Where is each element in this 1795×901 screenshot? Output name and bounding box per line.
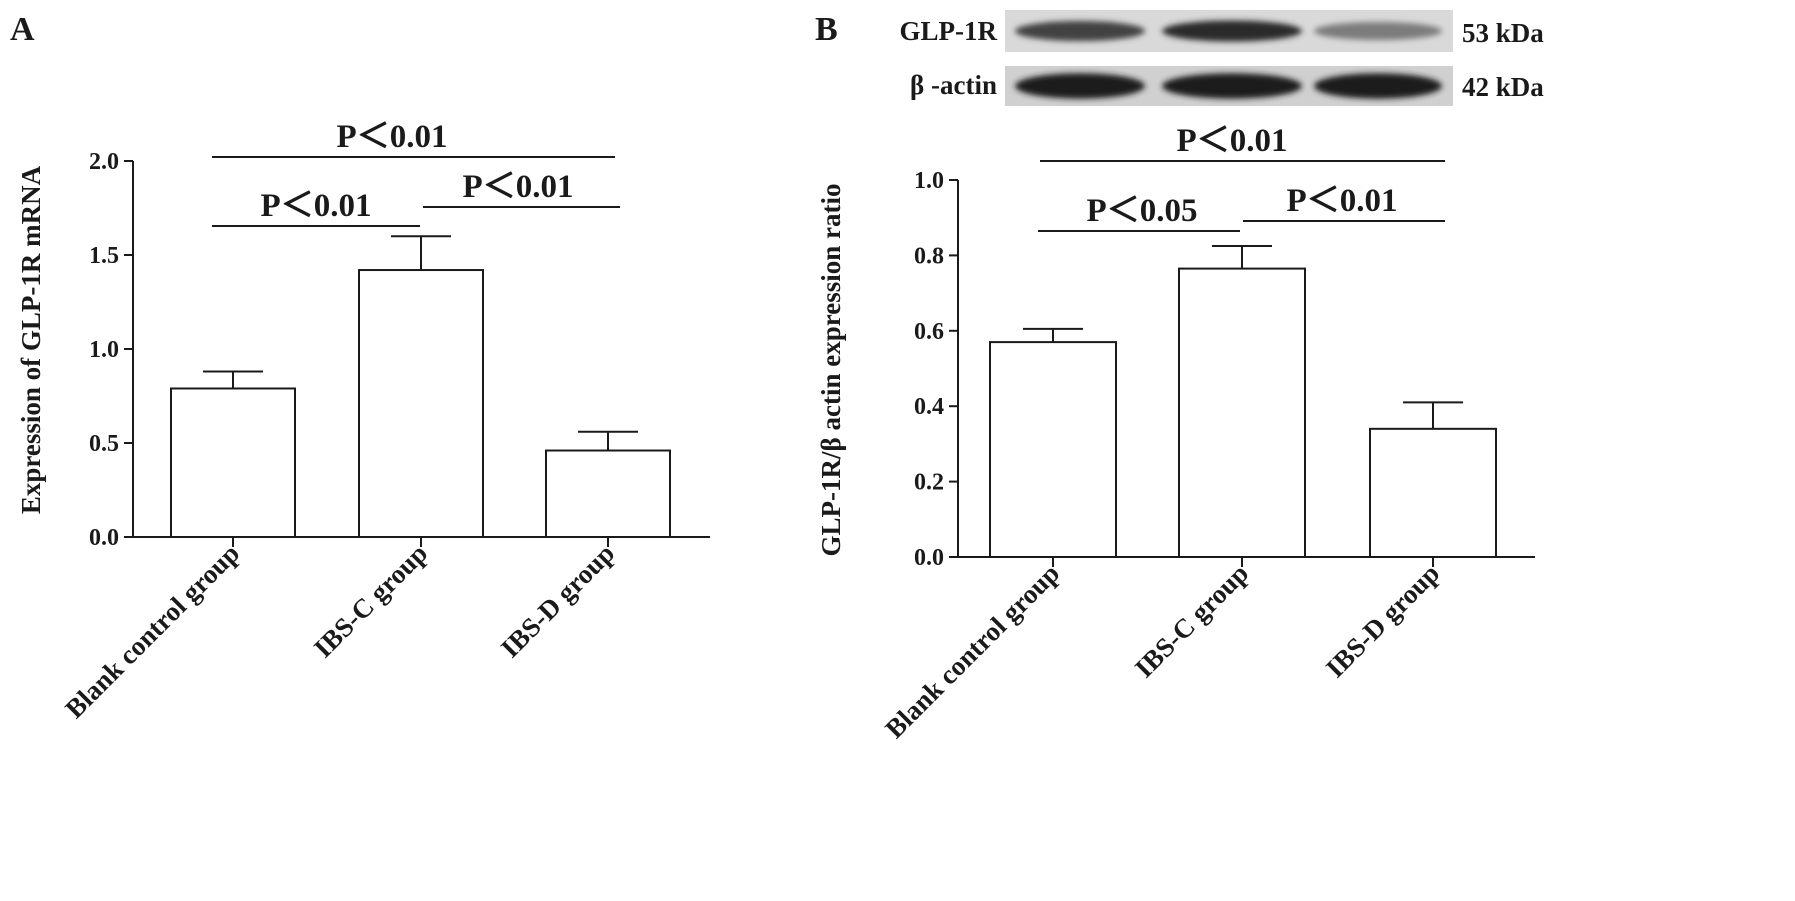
bar (545, 449, 671, 538)
blot-bands (1015, 20, 1442, 99)
panel-b: B GLP-1R β -actin 53 kDa 42 kDa GLP-1R/β… (815, 10, 1544, 744)
category-label: IBS-D group (495, 538, 620, 663)
blot-size-glp1r: 53 kDa (1462, 18, 1544, 48)
y-tick-label: 0.0 (89, 525, 119, 551)
y-tick-label: 1.0 (89, 337, 119, 363)
category-label: Blank control group (879, 558, 1065, 744)
p-value-label: P＜0.01 (337, 119, 448, 155)
blot-band (1015, 73, 1145, 99)
blot-band (1314, 73, 1442, 99)
panel-b-comparisons: P＜0.05 P＜0.01 P＜0.01 (1038, 123, 1445, 232)
panel-a-y-axis-label: Expression of GLP-1R mRNA (16, 165, 46, 514)
panel-a: A Expression of GLP-1R mRNA 0.0 0.5 1.0 1.5… (10, 11, 710, 724)
blot-band (1015, 20, 1145, 42)
panel-b-axes (957, 180, 1535, 567)
category-label: IBS-C group (1129, 558, 1254, 683)
y-tick-label: 0.4 (914, 394, 944, 420)
panel-b-bars (989, 267, 1497, 558)
panel-a-y-ticks: 0.0 0.5 1.0 1.5 2.0 (89, 149, 133, 551)
p-value-label: P＜0.01 (463, 169, 574, 205)
y-tick-label: 0.5 (89, 431, 119, 457)
y-tick-label: 1.0 (914, 168, 944, 194)
panel-b-error-bars (1023, 244, 1463, 429)
panel-b-category-labels: Blank control group IBS-C group IBS-D grou… (879, 558, 1445, 744)
blot-band (1162, 20, 1302, 42)
panel-b-y-axis-label: GLP-1R/β actin expression ratio (816, 184, 846, 557)
y-tick-label: 0.0 (914, 545, 944, 571)
blot-size-actin: 42 kDa (1462, 72, 1544, 102)
y-tick-label: 0.2 (914, 470, 944, 496)
y-tick-label: 0.6 (914, 319, 944, 345)
bar (1369, 427, 1497, 558)
p-value-label: P＜0.01 (261, 188, 372, 224)
panel-b-letter: B (815, 11, 838, 48)
p-value-label: P＜0.05 (1087, 193, 1198, 229)
panel-a-category-labels: Blank control group IBS-C group IBS-D grou… (59, 538, 620, 724)
category-label: IBS-C group (308, 538, 433, 663)
p-value-label: P＜0.01 (1287, 183, 1398, 219)
panel-a-bars (170, 269, 671, 539)
bar (989, 341, 1117, 558)
bar (170, 387, 296, 539)
blot-band (1314, 21, 1442, 41)
panel-a-axes (132, 161, 710, 547)
panel-b-y-ticks: 0.0 0.2 0.4 0.6 0.8 1.0 (914, 168, 958, 571)
blot-label-glp1r: GLP-1R (900, 16, 998, 46)
y-tick-label: 1.5 (89, 243, 119, 269)
bar (358, 269, 484, 538)
p-value-label: P＜0.01 (1177, 123, 1288, 159)
panel-a-letter: A (10, 11, 35, 48)
bar (1178, 267, 1306, 558)
category-label: Blank control group (59, 538, 245, 724)
panel-a-comparisons: P＜0.01 P＜0.01 P＜0.01 (212, 119, 620, 227)
y-tick-label: 0.8 (914, 243, 944, 269)
category-label: IBS-D group (1320, 558, 1445, 683)
blot-label-actin: β -actin (910, 70, 997, 100)
y-tick-label: 2.0 (89, 149, 119, 175)
western-blot: GLP-1R β -actin 53 kDa 42 kDa (900, 10, 1544, 106)
blot-band (1162, 73, 1302, 99)
panel-a-error-bars (203, 235, 638, 451)
